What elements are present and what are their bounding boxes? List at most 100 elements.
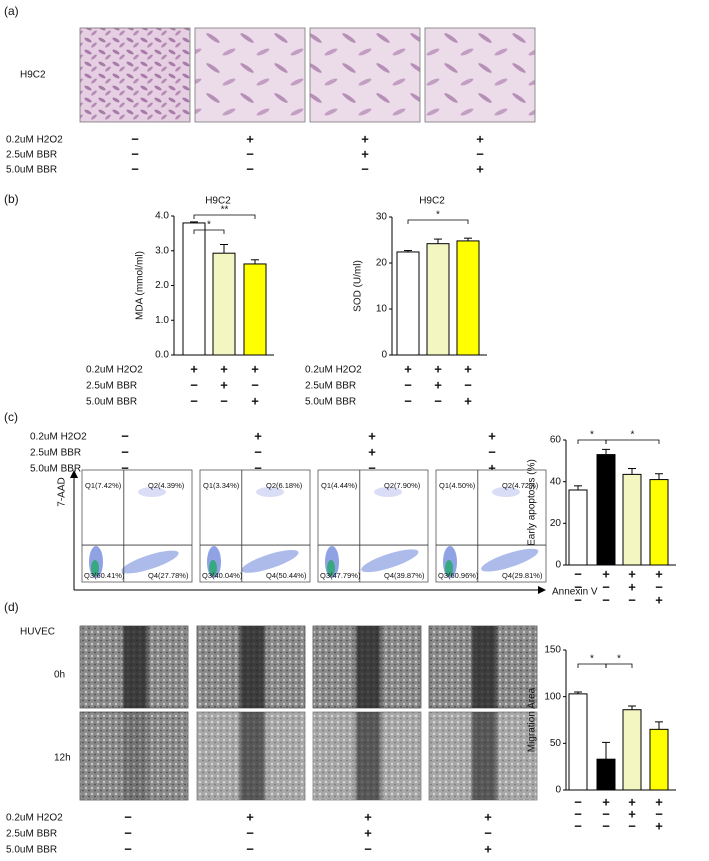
quadrant-label: Q3(47.79%) bbox=[320, 571, 361, 580]
panel-label: (c) bbox=[4, 410, 18, 424]
cell-cloud bbox=[445, 560, 453, 576]
micrograph bbox=[79, 27, 191, 123]
cell-cloud bbox=[256, 487, 284, 497]
treatment-sign: + bbox=[484, 809, 492, 824]
quadrant-label: Q1(7.42%) bbox=[85, 481, 122, 490]
bar bbox=[568, 489, 588, 566]
treatment-sign: + bbox=[484, 841, 492, 856]
treatment-sign: − bbox=[574, 794, 582, 809]
treatment-sign: − bbox=[131, 146, 139, 161]
treatment-sign: + bbox=[464, 393, 472, 408]
treatment-sign: − bbox=[254, 444, 262, 459]
treatment-sign: − bbox=[476, 146, 484, 161]
treatment-sign: − bbox=[251, 377, 259, 392]
quadrant-label: Q3(40.04%) bbox=[202, 571, 243, 580]
significance-bracket bbox=[407, 219, 469, 224]
significance-bracket bbox=[193, 214, 256, 219]
treatment-sign: − bbox=[246, 841, 254, 856]
treatment-sign: − bbox=[131, 161, 139, 176]
treatment-sign: − bbox=[368, 460, 376, 475]
bar bbox=[649, 479, 669, 566]
significance-label: * bbox=[590, 654, 594, 665]
time-label: 12h bbox=[54, 753, 71, 764]
treatment-sign: − bbox=[464, 377, 472, 392]
treatment-sign: − bbox=[434, 393, 442, 408]
quadrant-label: Q3(60.96%) bbox=[438, 571, 479, 580]
panel-label: (d) bbox=[4, 600, 19, 614]
treatment-sign: + bbox=[246, 131, 254, 146]
significance-label: * bbox=[436, 210, 440, 221]
treatment-sign: + bbox=[361, 131, 369, 146]
treatment-sign: + bbox=[251, 361, 259, 376]
y-tick-label: 100 bbox=[544, 691, 561, 702]
significance-label: * bbox=[617, 654, 621, 665]
treatment-sign: + bbox=[404, 361, 412, 376]
treatment-sign: − bbox=[484, 825, 492, 840]
wound-gap bbox=[313, 626, 421, 708]
y-tick-label: 1.0 bbox=[155, 315, 169, 326]
treatment-sign: + bbox=[602, 794, 610, 809]
wound-gap bbox=[80, 712, 188, 800]
treatment-sign: − bbox=[364, 841, 372, 856]
significance-bracket bbox=[193, 229, 225, 234]
bar bbox=[649, 728, 669, 791]
treatment-label: 0.2uM H2O2 bbox=[30, 432, 87, 443]
treatment-sign: + bbox=[628, 579, 636, 594]
treatment-sign: − bbox=[131, 131, 139, 146]
treatment-sign: − bbox=[602, 818, 610, 833]
significance-bracket bbox=[605, 439, 660, 444]
treatment-sign: + bbox=[655, 818, 663, 833]
cell-cloud bbox=[138, 487, 166, 497]
y-tick-label: 40 bbox=[550, 476, 562, 487]
chart-title: H9C2 bbox=[205, 196, 231, 207]
treatment-sign: − bbox=[655, 806, 663, 821]
treatment-sign: + bbox=[246, 809, 254, 824]
treatment-sign: − bbox=[246, 161, 254, 176]
treatment-sign: − bbox=[628, 592, 636, 607]
significance-label: ** bbox=[221, 205, 229, 216]
treatment-sign: − bbox=[220, 393, 228, 408]
chart-title: H9C2 bbox=[419, 196, 445, 207]
treatment-sign: − bbox=[121, 444, 129, 459]
cell-cloud bbox=[209, 560, 217, 576]
micrograph bbox=[194, 27, 306, 123]
bar bbox=[568, 693, 588, 791]
wound-gap bbox=[197, 712, 305, 800]
flow-x-axis-label: Annexin V bbox=[552, 587, 598, 598]
treatment-label: 0.2uM H2O2 bbox=[86, 365, 143, 376]
treatment-sign: − bbox=[254, 460, 262, 475]
treatment-sign: − bbox=[121, 428, 129, 443]
cell-cloud bbox=[91, 560, 99, 576]
bar bbox=[426, 243, 450, 356]
treatment-label: 5.0uM BBR bbox=[86, 397, 137, 408]
significance-label: * bbox=[207, 220, 211, 231]
arrow-head bbox=[538, 586, 546, 594]
y-tick-label: 10 bbox=[376, 304, 388, 315]
y-tick-label: 2.0 bbox=[155, 280, 169, 291]
significance-bracket bbox=[605, 663, 633, 668]
bar bbox=[622, 473, 642, 566]
treatment-sign: + bbox=[476, 131, 484, 146]
treatment-sign: − bbox=[574, 579, 582, 594]
treatment-label: 0.2uM H2O2 bbox=[6, 813, 63, 824]
quadrant-label: Q2(4.72%) bbox=[502, 481, 539, 490]
quadrant-label: Q4(39.87%) bbox=[384, 571, 425, 580]
treatment-sign: − bbox=[404, 377, 412, 392]
bar bbox=[212, 252, 236, 356]
treatment-sign: − bbox=[190, 393, 198, 408]
y-tick-label: 0 bbox=[555, 560, 561, 571]
treatment-sign: + bbox=[488, 460, 496, 475]
treatment-sign: − bbox=[602, 579, 610, 594]
wound-gap bbox=[80, 626, 188, 708]
treatment-sign: − bbox=[574, 566, 582, 581]
flow-y-axis-label: 7-AAD bbox=[57, 477, 68, 506]
treatment-sign: + bbox=[628, 794, 636, 809]
treatment-sign: + bbox=[655, 592, 663, 607]
treatment-sign: + bbox=[364, 825, 372, 840]
treatment-sign: + bbox=[476, 161, 484, 176]
treatment-sign: − bbox=[361, 161, 369, 176]
treatment-sign: − bbox=[602, 806, 610, 821]
cell-cloud bbox=[241, 549, 299, 573]
